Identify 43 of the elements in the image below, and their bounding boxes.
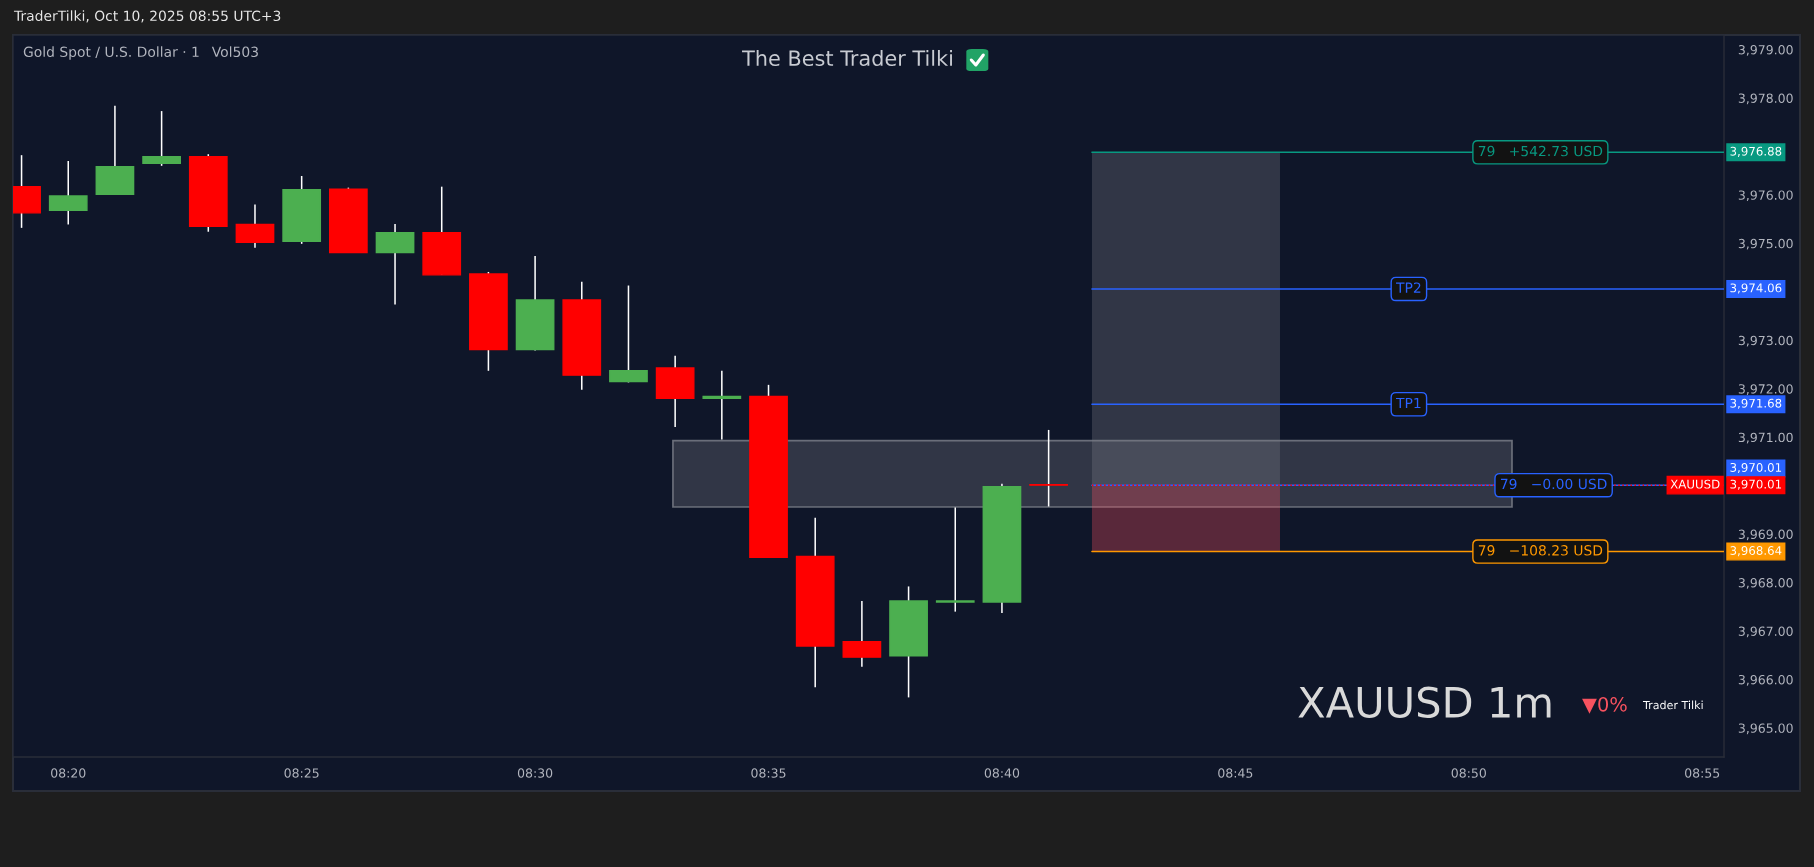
y-tick-label: 3,976.00 [1738, 190, 1793, 202]
y-tick-label: 3,978.00 [1738, 93, 1793, 105]
y-tick-label: 3,979.00 [1738, 45, 1793, 56]
y-tick-label: 3,969.00 [1738, 529, 1793, 541]
y-tick-label: 3,965.00 [1738, 723, 1793, 735]
x-tick-label: 08:25 [284, 768, 319, 778]
x-tick-label: 08:30 [517, 768, 553, 778]
annotation: 79 −0.00 USD [1500, 478, 1607, 490]
y-tick-label: 3,973.00 [1738, 335, 1793, 347]
text: Gold Spot / U.S. Dollar · 1 [23, 46, 199, 60]
annotation: 79 +542.73 USD [1478, 145, 1603, 157]
annotation: The Best Trader Tilki [742, 49, 952, 67]
ref-line-label: 3,976.88 [1730, 146, 1782, 157]
x-tick-label: 08:55 [1685, 768, 1720, 778]
ref-line-label: 3,968.64 [1730, 546, 1782, 557]
x-tick-label: 08:20 [51, 768, 86, 778]
candlestick [702, 370, 742, 441]
x-tick-label: 08:35 [751, 768, 786, 778]
y-tick-label: 3,967.00 [1738, 626, 1793, 638]
annotation: XAUUSD 1m [1298, 686, 1551, 719]
annotation: TP2 [1395, 282, 1421, 293]
annotation: XAUUSD [1670, 479, 1720, 489]
annotation: TP1 [1395, 397, 1421, 409]
ref-line-label: 3,970.01 [1730, 479, 1782, 490]
x-tick-label: 08:40 [984, 768, 1020, 778]
ref-line-label: 3,970.01 [1730, 462, 1782, 474]
candlestick [142, 110, 181, 167]
y-tick-label: 3,971.00 [1738, 432, 1793, 444]
x-tick-label: 08:50 [1451, 768, 1486, 778]
candlestick [935, 506, 975, 613]
x-tick-label: 08:45 [1218, 768, 1253, 778]
text: TraderTilki, Oct 10, 2025 08:55 UTC+3 [13, 10, 281, 23]
candlestick [1029, 429, 1068, 508]
y-tick-label: 3,968.00 [1738, 578, 1793, 589]
ref-line-label: 3,974.06 [1730, 283, 1782, 294]
text: Vol503 [211, 46, 258, 58]
y-tick-label: 3,975.00 [1738, 238, 1793, 250]
ref-line-label: 3,971.68 [1730, 398, 1782, 409]
annotation: 79 −108.23 USD [1478, 545, 1603, 556]
annotation: ▼0% [1582, 696, 1627, 714]
y-tick-label: 3,966.00 [1738, 674, 1793, 686]
y-tick-label: 3,972.00 [1738, 384, 1793, 395]
annotation: Trader Tilki [1642, 700, 1703, 710]
